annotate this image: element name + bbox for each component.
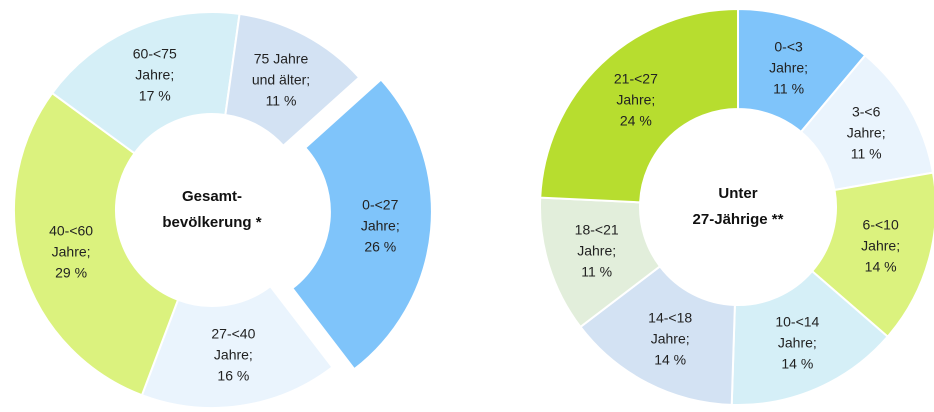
donut-slice bbox=[539, 7, 739, 204]
slice-label: 75 Jahre und älter; 11 % bbox=[252, 49, 310, 112]
slice-value-label: 17 % bbox=[138, 87, 171, 104]
slice-label: 6-<10 Jahre; 14 % bbox=[861, 215, 900, 278]
slice-value-label: 11 % bbox=[581, 263, 613, 280]
donut-slice bbox=[290, 78, 433, 371]
slice-value-label: 11 % bbox=[850, 145, 882, 162]
slice-category: 18-<21 Jahre; bbox=[574, 221, 619, 259]
donut-slice bbox=[579, 264, 736, 406]
slice-category: 3-<6 Jahre; bbox=[846, 103, 886, 141]
slice-label: 27-<40 Jahre; 16 % bbox=[211, 324, 255, 387]
donut-slice bbox=[224, 12, 361, 148]
donut-slice bbox=[140, 284, 334, 409]
slice-label: 21-<27 Jahre; 24 % bbox=[614, 68, 658, 131]
slice-value-label: 11 % bbox=[265, 92, 297, 109]
slice-label: 10-<14 Jahre; 14 % bbox=[775, 311, 819, 374]
slice-value-label: 24 % bbox=[619, 112, 652, 129]
slice-value-label: 16 % bbox=[217, 367, 250, 384]
donut-slice bbox=[13, 91, 180, 397]
donut-slice bbox=[730, 269, 890, 406]
slice-value-label: 14 % bbox=[864, 258, 897, 275]
slice-label: 18-<21 Jahre; 11 % bbox=[575, 219, 619, 282]
slice-category: 14-<18 Jahre; bbox=[648, 309, 693, 347]
donut-center-title: Gesamt- bevölkerung * bbox=[162, 184, 261, 236]
slice-category: 75 Jahre und älter; bbox=[251, 50, 311, 88]
slice-category: 0-<27 Jahre; bbox=[360, 196, 400, 234]
slice-value-label: 14 % bbox=[781, 355, 814, 372]
slice-label: 0-<3 Jahre; 11 % bbox=[769, 36, 808, 99]
chart-title: Unter 27-Jährige ** bbox=[692, 185, 784, 228]
slice-label: 40-<60 Jahre; 29 % bbox=[49, 220, 93, 283]
slice-category: 10-<14 Jahre; bbox=[775, 313, 820, 351]
slice-value-label: 11 % bbox=[773, 80, 805, 97]
slice-category: 21-<27 Jahre; bbox=[613, 70, 658, 108]
slice-category: 40-<60 Jahre; bbox=[49, 222, 94, 260]
slice-label: 60-<75 Jahre; 17 % bbox=[133, 43, 177, 106]
slice-value-label: 29 % bbox=[55, 264, 88, 281]
donut-center-title: Unter 27-Jährige ** bbox=[693, 181, 784, 233]
slice-value-label: 14 % bbox=[654, 351, 687, 368]
slice-category: 6-<10 Jahre; bbox=[861, 216, 901, 254]
slice-category: 60-<75 Jahre; bbox=[132, 45, 177, 83]
slice-label: 3-<6 Jahre; 11 % bbox=[847, 102, 886, 165]
slice-value-label: 26 % bbox=[364, 238, 397, 255]
slice-label: 14-<18 Jahre; 14 % bbox=[648, 307, 692, 370]
slice-label: 0-<27 Jahre; 26 % bbox=[361, 194, 400, 257]
slice-category: 0-<3 Jahre; bbox=[769, 38, 809, 76]
chart-title: Gesamt- bevölkerung * bbox=[162, 188, 262, 231]
donut-slice bbox=[50, 11, 241, 155]
donut-slice bbox=[810, 171, 934, 339]
slice-category: 27-<40 Jahre; bbox=[211, 325, 256, 363]
